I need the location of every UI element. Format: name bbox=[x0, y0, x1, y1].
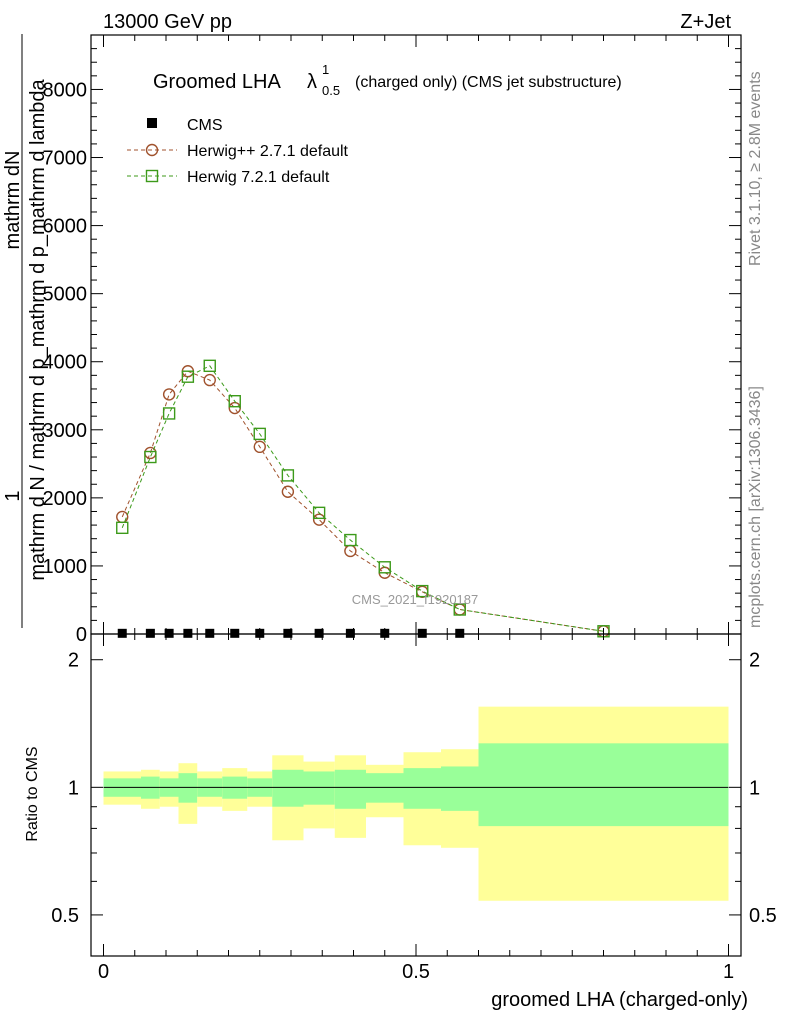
ratio-y-tick-label-right: 2 bbox=[749, 650, 760, 672]
x-axis-label: groomed LHA (charged-only) bbox=[491, 989, 748, 1011]
ylabel-num-2: mathrm dN bbox=[2, 151, 24, 250]
herwigpp-point bbox=[203, 373, 216, 387]
ratio-y-tick-label-right: 1 bbox=[749, 777, 760, 799]
analysis-watermark: CMS_2021_I1920187 bbox=[352, 592, 479, 607]
rivet-label: Rivet 3.1.10, ≥ 2.8M events bbox=[747, 71, 764, 266]
main-y-tick-label: 4000 bbox=[43, 352, 88, 374]
ratio-plot-panel: 0.5 0.51 12 2 0 0.5 1 bbox=[51, 633, 777, 983]
cms-data-point bbox=[205, 628, 215, 638]
herwigpp-point bbox=[281, 485, 295, 498]
ratio-stat-band bbox=[178, 773, 198, 803]
main-y-tick-label: 3000 bbox=[43, 420, 88, 442]
header-left: 13000 GeV pp bbox=[103, 11, 232, 33]
ratio-bands bbox=[103, 706, 729, 901]
herwig7-point bbox=[281, 469, 295, 482]
cms-data-point bbox=[164, 628, 174, 638]
herwig7-point bbox=[203, 359, 216, 373]
x-tick-label: 0 bbox=[98, 961, 109, 983]
x-tick-label: 0.5 bbox=[402, 961, 430, 983]
main-y-tick-label: 5000 bbox=[43, 284, 88, 306]
legend-label-cms: CMS bbox=[187, 117, 223, 134]
legend-marker-herwig7 bbox=[145, 169, 159, 183]
ylabel-den-1: mathrm d N / mathrm d p_mathrm d p_mathr… bbox=[27, 78, 49, 580]
main-y-tick-label: 8000 bbox=[43, 79, 88, 101]
main-x-ticks bbox=[103, 35, 729, 634]
legend-marker-cms bbox=[147, 118, 157, 128]
ratio-y-ticks: 0.5 0.5 1 1 2 2 bbox=[51, 650, 777, 927]
ratio-stat-band bbox=[403, 768, 441, 809]
herwig7-point bbox=[312, 506, 326, 520]
ratio-x-ticks: 0 0.5 1 bbox=[98, 634, 734, 983]
herwig7-point bbox=[116, 521, 129, 535]
cms-data-point bbox=[145, 628, 155, 638]
mcplots-label: mcplots.cern.ch [arXiv:1306.3436] bbox=[747, 386, 764, 628]
main-y-tick-label: 0 bbox=[76, 624, 87, 646]
herwig7-point bbox=[228, 395, 241, 408]
title-symbol: λ bbox=[307, 71, 317, 93]
ratio-stat-band bbox=[441, 766, 479, 811]
herwig7-point bbox=[344, 533, 357, 547]
x-tick-label: 1 bbox=[723, 961, 734, 983]
herwigpp-point bbox=[162, 388, 176, 401]
ratio-y-tick-label-right: 0.5 bbox=[749, 905, 777, 927]
ratio-stat-band bbox=[366, 773, 404, 803]
cms-data-point bbox=[345, 628, 355, 638]
title-main: Groomed LHA bbox=[153, 71, 281, 93]
ratio-stat-band bbox=[272, 769, 304, 807]
cms-data-point bbox=[230, 628, 240, 638]
legend: CMS Herwig++ 2.7.1 default Herwig 7.2.1 … bbox=[127, 117, 349, 186]
ylabel-num-1: 1 bbox=[2, 490, 24, 501]
cms-data-point bbox=[183, 628, 193, 638]
main-plot-panel: 0 1000 2000 3000 4000 5000 6000 7000 8000 bbox=[43, 34, 742, 646]
herwig7-point bbox=[253, 427, 266, 441]
legend-label-herwig7: Herwig 7.2.1 default bbox=[187, 169, 330, 186]
herwig7-point bbox=[162, 407, 176, 420]
herwig7-point bbox=[378, 561, 391, 574]
herwigpp-point bbox=[253, 440, 266, 454]
herwig7-point bbox=[453, 603, 466, 616]
main-y-ticks: 0 1000 2000 3000 4000 5000 6000 7000 8000 bbox=[43, 48, 741, 646]
legend-label-herwigpp: Herwig++ 2.7.1 default bbox=[187, 143, 349, 160]
herwig7-point bbox=[144, 450, 157, 464]
herwig7-point bbox=[181, 370, 195, 383]
main-y-tick-label: 2000 bbox=[43, 488, 88, 510]
main-y-axis-label: 1 mathrm dN mathrm d N / mathrm d p_math… bbox=[2, 34, 49, 628]
herwig7-point bbox=[416, 584, 429, 598]
herwigpp-point bbox=[228, 401, 241, 415]
ratio-y-tick-label: 0.5 bbox=[51, 905, 79, 927]
ratio-y-tick-label: 1 bbox=[68, 777, 79, 799]
plot-title: Groomed LHA λ 1 0.5 (charged only) (CMS … bbox=[153, 62, 622, 98]
ratio-y-tick-label: 2 bbox=[68, 650, 79, 672]
ratio-stat-band bbox=[334, 769, 366, 809]
title-rest: (charged only) (CMS jet substructure) bbox=[355, 74, 622, 91]
title-subscript: 0.5 bbox=[322, 83, 340, 98]
cms-data-point bbox=[455, 628, 465, 638]
ratio-stat-band bbox=[478, 743, 729, 827]
header-right: Z+Jet bbox=[680, 11, 731, 33]
cms-data-point bbox=[314, 628, 324, 638]
ratio-stat-band bbox=[303, 771, 335, 805]
main-y-tick-label: 6000 bbox=[43, 216, 88, 238]
cms-data-point bbox=[117, 628, 127, 638]
herwigpp-point bbox=[312, 513, 326, 526]
cms-data-point bbox=[417, 628, 427, 638]
main-y-tick-label: 7000 bbox=[43, 148, 88, 170]
title-superscript: 1 bbox=[322, 62, 329, 77]
ratio-y-axis-label: Ratio to CMS bbox=[24, 746, 41, 841]
main-y-tick-label: 1000 bbox=[43, 556, 88, 578]
legend-marker-herwigpp bbox=[145, 143, 159, 157]
cms-data-point bbox=[283, 628, 293, 638]
